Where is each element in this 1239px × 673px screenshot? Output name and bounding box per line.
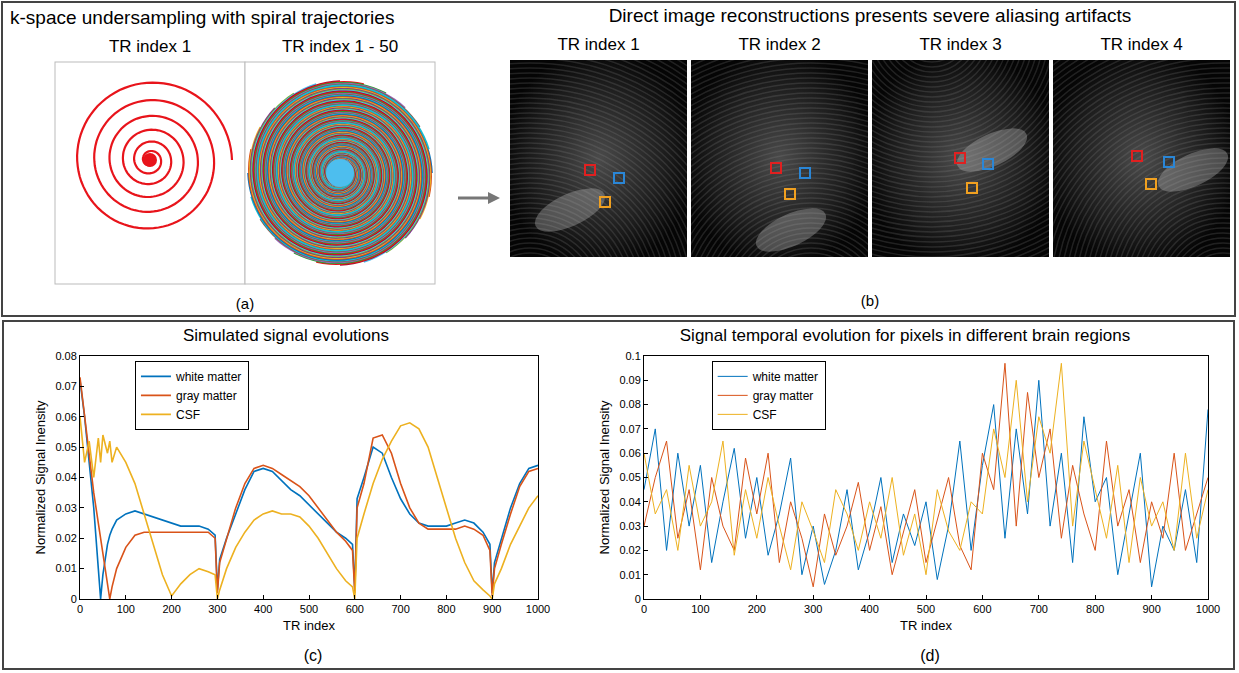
svg-text:CSF: CSF — [753, 408, 777, 422]
svg-text:TR index 4: TR index 4 — [1100, 35, 1182, 54]
svg-text:(b): (b) — [861, 292, 879, 309]
svg-text:0.04: 0.04 — [619, 496, 640, 508]
svg-text:900: 900 — [483, 603, 501, 615]
svg-text:0: 0 — [635, 593, 641, 605]
svg-text:200: 200 — [162, 603, 180, 615]
svg-text:Normalized Signal Inensity: Normalized Signal Inensity — [33, 400, 48, 554]
svg-text:100: 100 — [691, 603, 709, 615]
svg-text:0.1: 0.1 — [626, 350, 641, 362]
svg-text:0.05: 0.05 — [55, 441, 76, 453]
svg-text:100: 100 — [117, 603, 135, 615]
svg-text:0.02: 0.02 — [619, 544, 640, 556]
svg-text:TR index 1: TR index 1 — [109, 37, 191, 56]
html-text:(d): (d) — [920, 647, 940, 664]
svg-text:0.01: 0.01 — [55, 562, 76, 574]
svg-text:TR index 1 - 50: TR index 1 - 50 — [282, 37, 398, 56]
svg-text:0.01: 0.01 — [619, 569, 640, 581]
svg-text:0.06: 0.06 — [55, 411, 76, 423]
svg-text:white matter: white matter — [175, 370, 241, 384]
svg-text:400: 400 — [254, 603, 272, 615]
svg-text:k-space undersampling with spi: k-space undersampling with spiral trajec… — [10, 7, 394, 28]
svg-text:Direct image reconstructions p: Direct image reconstructions presents se… — [609, 5, 1132, 26]
svg-text:700: 700 — [391, 603, 409, 615]
svg-text:0: 0 — [641, 603, 647, 615]
svg-text:400: 400 — [860, 603, 878, 615]
svg-text:0.03: 0.03 — [55, 502, 76, 514]
svg-text:0.05: 0.05 — [619, 471, 640, 483]
svg-text:0.08: 0.08 — [55, 350, 76, 362]
svg-text:300: 300 — [804, 603, 822, 615]
svg-text:Simulated signal evolutions: Simulated signal evolutions — [183, 326, 389, 345]
svg-text:Signal temporal evolution for: Signal temporal evolution for pixels in … — [680, 326, 1130, 345]
svg-text:1000: 1000 — [1196, 603, 1220, 615]
svg-text:CSF: CSF — [176, 408, 200, 422]
svg-text:0.04: 0.04 — [55, 471, 76, 483]
svg-text:800: 800 — [1086, 603, 1104, 615]
svg-text:white matter: white matter — [752, 370, 818, 384]
svg-text:0.06: 0.06 — [619, 447, 640, 459]
svg-text:gray matter: gray matter — [753, 389, 814, 403]
svg-text:TR index 2: TR index 2 — [738, 35, 820, 54]
svg-text:gray matter: gray matter — [176, 389, 237, 403]
svg-text:0.07: 0.07 — [619, 423, 640, 435]
html-text:(c): (c) — [303, 647, 323, 664]
svg-text:800: 800 — [437, 603, 455, 615]
svg-text:600: 600 — [973, 603, 991, 615]
svg-text:Normalized Signal Inensity: Normalized Signal Inensity — [597, 400, 612, 554]
svg-text:0.07: 0.07 — [55, 380, 76, 392]
svg-text:500: 500 — [917, 603, 935, 615]
svg-text:300: 300 — [208, 603, 226, 615]
svg-text:0.08: 0.08 — [619, 398, 640, 410]
svg-text:600: 600 — [346, 603, 364, 615]
svg-text:0.09: 0.09 — [619, 374, 640, 386]
svg-text:TR index 3: TR index 3 — [919, 35, 1001, 54]
svg-text:(a): (a) — [236, 295, 254, 312]
svg-text:TR index 1: TR index 1 — [557, 35, 639, 54]
svg-text:0.02: 0.02 — [55, 532, 76, 544]
svg-text:200: 200 — [748, 603, 766, 615]
svg-text:0: 0 — [71, 593, 77, 605]
svg-text:1000: 1000 — [526, 603, 550, 615]
svg-text:900: 900 — [1142, 603, 1160, 615]
svg-text:TR index: TR index — [900, 618, 953, 633]
svg-text:700: 700 — [1030, 603, 1048, 615]
svg-text:0: 0 — [77, 603, 83, 615]
svg-text:0.03: 0.03 — [619, 520, 640, 532]
svg-text:500: 500 — [300, 603, 318, 615]
svg-text:TR index: TR index — [283, 618, 336, 633]
